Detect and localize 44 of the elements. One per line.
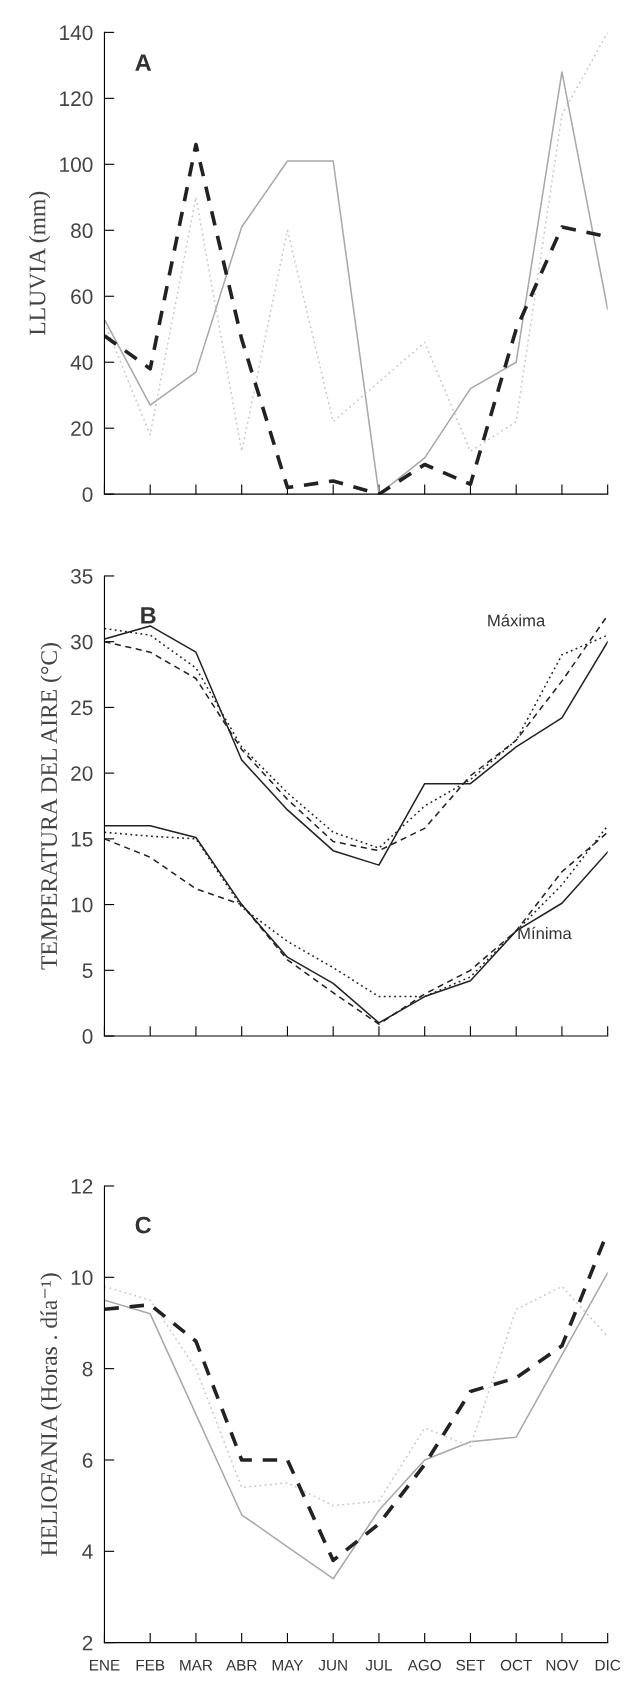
y-tick-label: 30 bbox=[70, 634, 93, 650]
y-tick-label: 8 bbox=[82, 1361, 93, 1377]
x-tick-label: JUN bbox=[318, 1659, 347, 1671]
y-tick-label: 20 bbox=[71, 421, 93, 436]
annotation: Mínima bbox=[518, 926, 572, 940]
annotation: A bbox=[135, 54, 152, 71]
y-tick-label: 100 bbox=[60, 157, 93, 173]
y-tick-label: 10 bbox=[71, 1270, 93, 1286]
y-tick-label: 140 bbox=[60, 25, 93, 41]
y-axis-title: HELIOFANIA (Horas . día⁻¹) bbox=[40, 1273, 62, 1556]
y-tick-label: 4 bbox=[82, 1544, 93, 1559]
y-axis-title: LLUVIA (mm) bbox=[28, 191, 51, 336]
y-tick-label: 6 bbox=[82, 1452, 93, 1468]
x-tick-label: DIC bbox=[595, 1659, 621, 1671]
y-tick-label: 20 bbox=[71, 766, 93, 781]
y-tick-label: 25 bbox=[71, 700, 93, 716]
y-tick-label: 40 bbox=[70, 355, 93, 370]
annotation: Máxima bbox=[488, 614, 546, 627]
annotation: C bbox=[135, 1216, 152, 1234]
y-axis-title: TEMPERATURA DEL AIRE (°C) bbox=[40, 643, 62, 970]
y-tick-label: 60 bbox=[71, 289, 93, 305]
y-tick-label: 12 bbox=[71, 1178, 93, 1194]
x-tick-label: AGO bbox=[407, 1659, 441, 1671]
y-tick-label: 15 bbox=[71, 832, 93, 847]
y-tick-label: 80 bbox=[71, 223, 93, 239]
x-tick-label: MAY bbox=[272, 1659, 304, 1671]
y-tick-label: 2 bbox=[82, 1635, 93, 1651]
line-series bbox=[104, 1285, 608, 1507]
x-tick-label: JUL bbox=[365, 1659, 393, 1671]
y-tick-label: 0 bbox=[82, 487, 93, 502]
x-tick-label: OCT bbox=[500, 1659, 532, 1671]
x-tick-label: MAR bbox=[180, 1659, 213, 1671]
line-series bbox=[104, 1271, 608, 1580]
y-tick-label: 0 bbox=[82, 1029, 93, 1044]
x-tick-label: ABR bbox=[226, 1659, 257, 1671]
x-tick-label: ENE bbox=[89, 1659, 120, 1671]
x-tick-label: FEB bbox=[136, 1659, 165, 1671]
y-tick-label: 120 bbox=[60, 91, 93, 107]
x-tick-label: SET bbox=[456, 1659, 485, 1671]
y-tick-label: 5 bbox=[82, 963, 93, 979]
y-tick-label: 35 bbox=[70, 568, 93, 584]
x-tick-label: NOV bbox=[546, 1659, 579, 1671]
annotation: B bbox=[141, 607, 156, 624]
y-tick-label: 10 bbox=[71, 897, 93, 913]
